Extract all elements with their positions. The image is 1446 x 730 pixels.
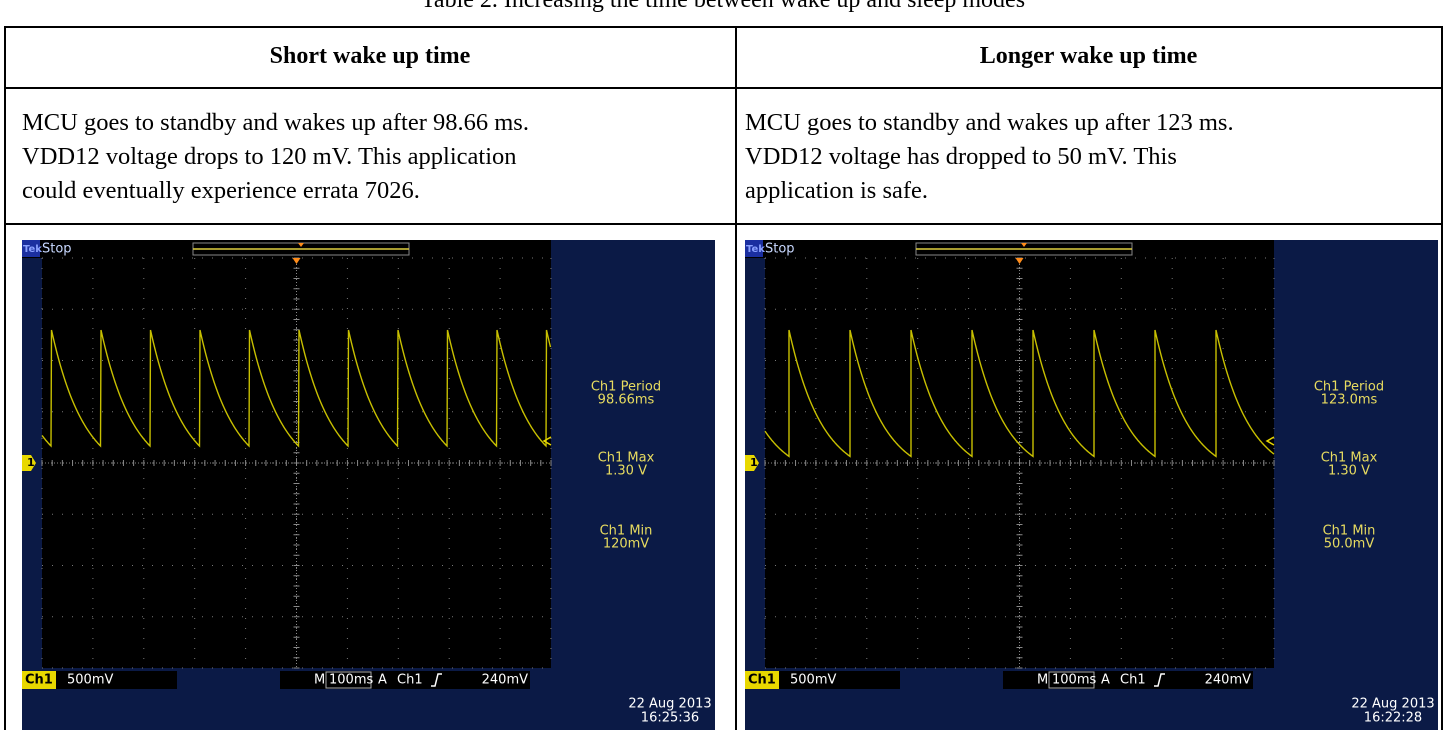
description-line: application is safe.	[745, 174, 1234, 208]
date: 22 Aug 2013	[628, 697, 711, 712]
page: Table 2. Increasing the time between wak…	[0, 0, 1446, 730]
trigger-mode: A	[378, 673, 387, 688]
description-line: VDD12 voltage drops to 120 mV. This appl…	[22, 140, 529, 174]
trigger-channel: Ch1	[1120, 673, 1146, 688]
column-header: Longer wake up time	[736, 26, 1441, 87]
description: MCU goes to standby and wakes up after 1…	[745, 106, 1234, 208]
trigger-channel: Ch1	[397, 673, 423, 688]
table-border	[1441, 26, 1443, 730]
vertical-scale: 500mV	[67, 673, 113, 688]
measurement-value: 1.30 V	[1328, 464, 1370, 479]
description-line: could eventually experience errata 7026.	[22, 174, 529, 208]
description-line: MCU goes to standby and wakes up after 1…	[745, 106, 1234, 140]
brand-logo: Tek	[746, 244, 765, 255]
time: 16:22:28	[1364, 711, 1422, 726]
table-border	[4, 26, 6, 730]
trigger-level: 240mV	[482, 673, 528, 688]
trigger-mode: A	[1101, 673, 1110, 688]
column-header: Short wake up time	[5, 26, 735, 87]
description-line: VDD12 voltage has dropped to 50 mV. This	[745, 140, 1234, 174]
trigger-level: 240mV	[1205, 673, 1251, 688]
channel-marker-label: 1	[27, 456, 35, 469]
timebase-value: 100ms	[1052, 673, 1096, 688]
timebase-value: 100ms	[329, 673, 373, 688]
measurement-value: 50.0mV	[1324, 537, 1375, 552]
channel-label: Ch1	[748, 673, 776, 688]
date: 22 Aug 2013	[1351, 697, 1434, 712]
brand-logo: Tek	[23, 244, 42, 255]
table-border	[4, 223, 1442, 225]
description: MCU goes to standby and wakes up after 9…	[22, 106, 529, 208]
table-border	[4, 87, 1442, 89]
channel-label: Ch1	[25, 673, 53, 688]
description-line: MCU goes to standby and wakes up after 9…	[22, 106, 529, 140]
acquisition-status: Stop	[42, 242, 72, 257]
table-border	[735, 26, 737, 730]
timebase-mode: M	[314, 673, 325, 688]
table-caption: Table 2. Increasing the time between wak…	[0, 0, 1446, 14]
measurement-value: 98.66ms	[598, 393, 655, 408]
measurement-value: 123.0ms	[1321, 393, 1378, 408]
measurement-value: 120mV	[603, 537, 649, 552]
time: 16:25:36	[641, 711, 699, 726]
vertical-scale: 500mV	[790, 673, 836, 688]
timebase-mode: M	[1037, 673, 1048, 688]
channel-marker-label: 1	[750, 456, 758, 469]
measurement-value: 1.30 V	[605, 464, 647, 479]
acquisition-status: Stop	[765, 242, 795, 257]
